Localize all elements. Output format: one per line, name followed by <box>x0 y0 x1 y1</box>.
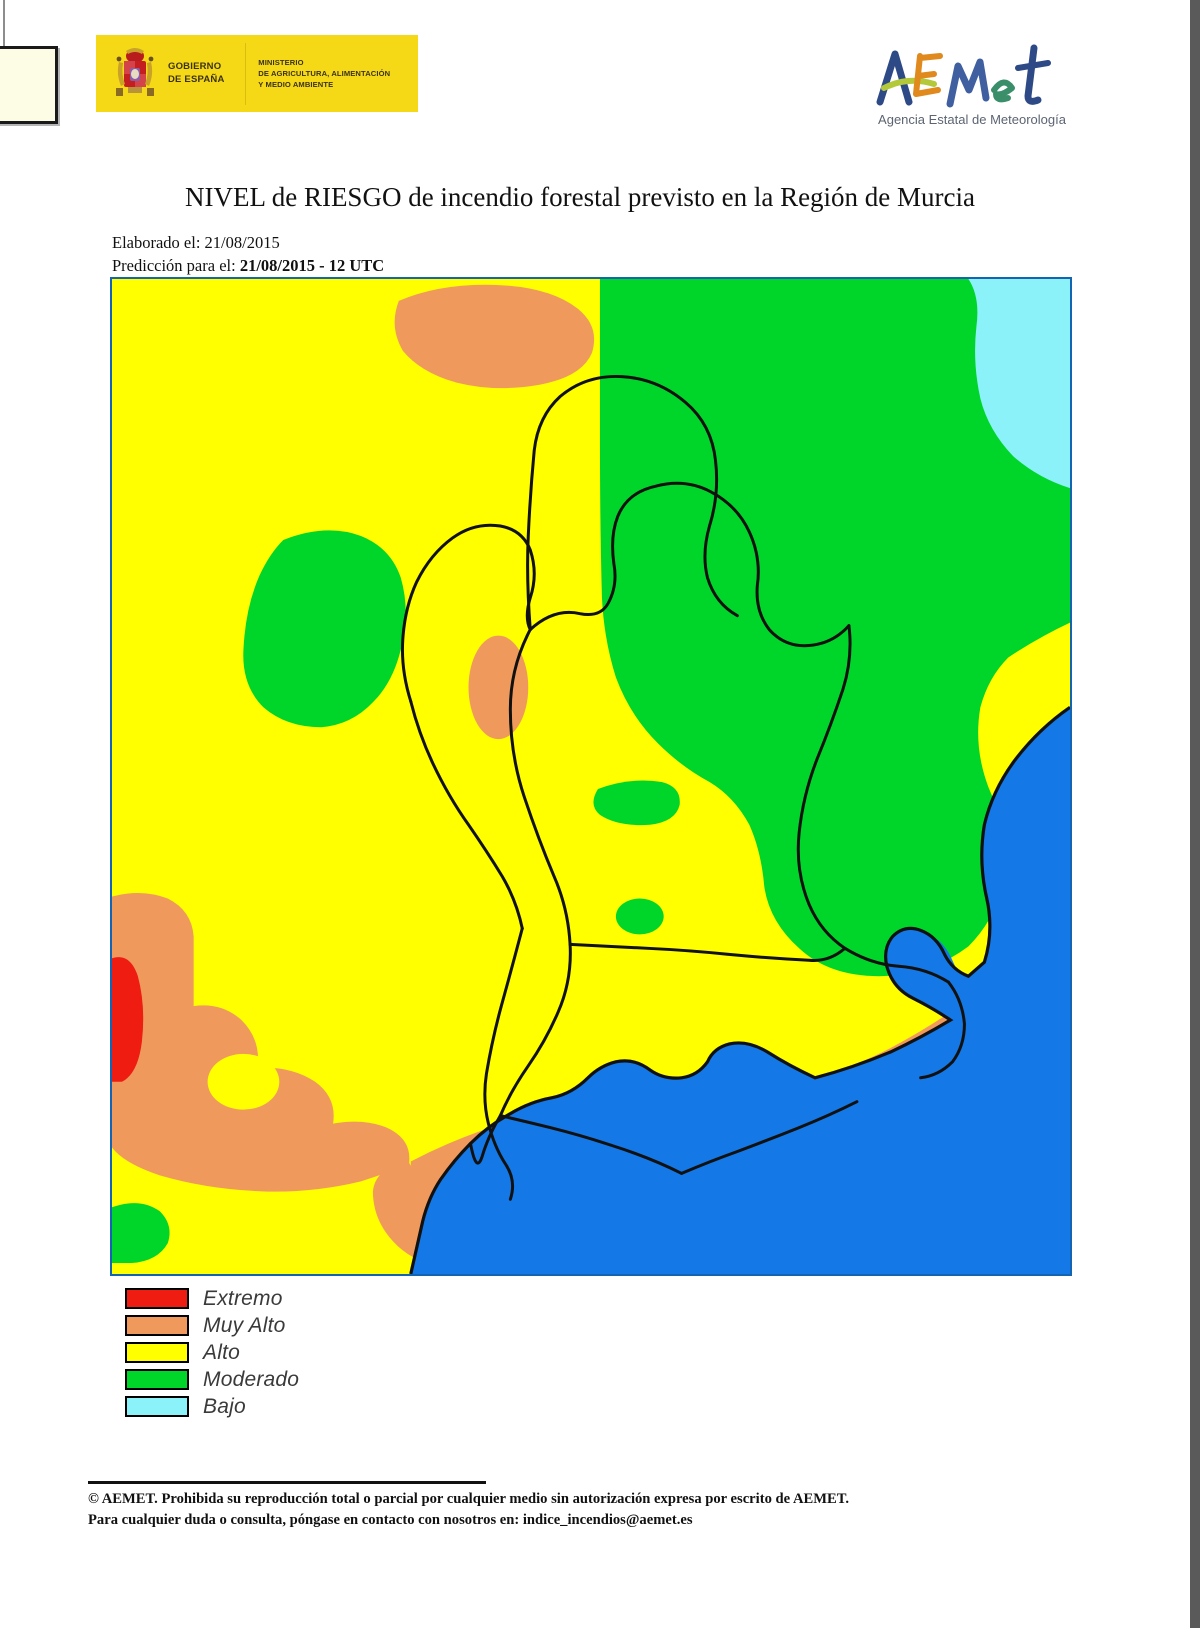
legend-item-bajo: Bajo <box>125 1393 455 1420</box>
legend-item-moderado: Moderado <box>125 1366 455 1393</box>
viewer-left-rule <box>3 0 5 46</box>
sea-mediterranean <box>410 707 1070 1274</box>
ministry-line-2: DE AGRICULTURA, ALIMENTACIÓN <box>258 69 391 78</box>
risk-area-muyalto-north <box>394 284 595 389</box>
page-title: NIVEL de RIESGO de incendio forestal pre… <box>184 182 976 212</box>
legend-label-moderado: Moderado <box>203 1367 300 1391</box>
mar-menor-lagoon <box>891 932 965 1021</box>
risk-area-extremo-west <box>112 957 144 1082</box>
forecast-line: Predicción para el: 21/08/2015 - 12 UTC <box>112 254 384 277</box>
footer-line-2: Para cualquier duda o consulta, póngase … <box>88 1512 693 1529</box>
agency-name-text: Agencia Estatal de Meteorología <box>878 112 1067 127</box>
legend-item-alto: Alto <box>125 1339 455 1366</box>
government-line-1: GOBIERNO <box>168 61 222 73</box>
legend-swatch-bajo <box>125 1396 189 1417</box>
legend-label-bajo: Bajo <box>203 1394 246 1418</box>
risk-area-bajo-northeast <box>968 279 1070 489</box>
risk-area-moderado-northeast <box>599 279 1070 977</box>
elaborated-label: Elaborado el: <box>112 233 201 252</box>
administrative-boundaries <box>400 374 966 1201</box>
risk-area-moderado-dot <box>615 898 664 935</box>
legend-item-extremo: Extremo <box>125 1285 455 1312</box>
risk-area-muyalto-southwest <box>112 892 410 1192</box>
forecast-label: Predicción para el: <box>112 256 236 276</box>
risk-area-moderado-centre <box>593 780 680 826</box>
legend-label-muy-alto: Muy Alto <box>203 1313 286 1337</box>
legend-label-alto: Alto <box>203 1340 240 1364</box>
copyright-footer: © AEMET. Prohibida su reproducción total… <box>88 1489 1098 1531</box>
government-line-2: DE ESPAÑA <box>168 73 225 85</box>
legend-label-extremo: Extremo <box>203 1286 283 1310</box>
elaborated-date: 21/08/2015 <box>204 233 280 252</box>
legend-item-muy-alto: Muy Alto <box>125 1312 455 1339</box>
legend-swatch-extremo <box>125 1288 189 1309</box>
corner-note-artifact <box>0 46 58 124</box>
risk-area-moderado-northwest <box>243 530 406 728</box>
legend-swatch-moderado <box>125 1369 189 1390</box>
risk-area-alto-hole-southwest <box>207 1053 280 1110</box>
ministry-label: MINISTERIO DE AGRICULTURA, ALIMENTACIÓN … <box>258 57 418 90</box>
footer-divider <box>88 1481 486 1484</box>
risk-map <box>110 277 1072 1276</box>
risk-area-muyalto-centre-oval <box>468 635 529 740</box>
ministry-line-1: MINISTERIO <box>258 58 304 67</box>
risk-area-moderado-southwest-dot <box>112 1203 170 1264</box>
elaborated-line: Elaborado el: 21/08/2015 <box>112 231 384 254</box>
banner-divider <box>245 42 247 105</box>
viewer-scrollbar-gutter[interactable] <box>1190 0 1200 1628</box>
forecast-metadata: Elaborado el: 21/08/2015 Predicción para… <box>112 231 384 278</box>
legend-swatch-alto <box>125 1342 189 1363</box>
risk-legend: Extremo Muy Alto Alto Moderado Bajo <box>125 1285 455 1420</box>
government-banner: GOBIERNO DE ESPAÑA MINISTERIO DE AGRICUL… <box>96 35 418 112</box>
footer-line-1: © AEMET. Prohibida su reproducción total… <box>88 1491 850 1507</box>
spain-coat-of-arms-icon <box>112 44 158 104</box>
coastline <box>409 705 1070 1274</box>
forecast-value: 21/08/2015 - 12 UTC <box>239 256 385 276</box>
ministry-line-3: Y MEDIO AMBIENTE <box>258 80 334 89</box>
government-label: GOBIERNO DE ESPAÑA <box>168 61 241 85</box>
legend-swatch-muy-alto <box>125 1315 189 1336</box>
aemet-logo: Agencia Estatal de Meteorología <box>868 32 1076 132</box>
